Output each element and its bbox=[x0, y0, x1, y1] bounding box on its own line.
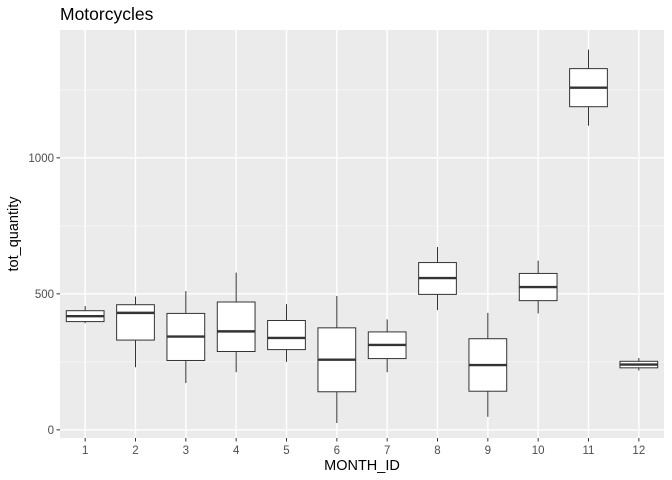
x-tick-label: 3 bbox=[183, 445, 189, 457]
x-tick-label: 6 bbox=[334, 445, 340, 457]
x-tick-label: 1 bbox=[82, 445, 88, 457]
y-tick-label: 500 bbox=[35, 289, 54, 301]
box-iqr bbox=[116, 304, 155, 341]
y-axis: 0 500 1000 bbox=[28, 153, 60, 437]
box-month-2 bbox=[116, 296, 155, 368]
box-month-10 bbox=[518, 260, 558, 314]
x-tick-label: 12 bbox=[632, 445, 645, 457]
box-month-11 bbox=[569, 49, 608, 126]
x-tick-label: 2 bbox=[132, 445, 138, 457]
chart-title: Motorcycles bbox=[60, 4, 154, 24]
x-tick-label: 9 bbox=[485, 445, 491, 457]
y-tick-label: 0 bbox=[48, 425, 54, 437]
box-month-9 bbox=[468, 312, 508, 417]
x-tick-label: 5 bbox=[283, 445, 289, 457]
x-tick-label: 4 bbox=[233, 445, 240, 457]
y-axis-title: tot_quantity bbox=[6, 196, 22, 272]
box-month-6 bbox=[317, 296, 357, 424]
x-tick-label: 11 bbox=[583, 445, 595, 457]
box-month-4 bbox=[216, 272, 256, 373]
x-tick-label: 8 bbox=[434, 445, 440, 457]
y-tick-label: 1000 bbox=[28, 153, 54, 165]
box-month-3 bbox=[166, 291, 206, 384]
x-axis-title: MONTH_ID bbox=[324, 458, 400, 474]
x-tick-label: 10 bbox=[532, 445, 545, 457]
box-month-5 bbox=[267, 304, 306, 362]
box-month-12 bbox=[619, 358, 659, 371]
x-axis: 1 2 3 4 5 6 7 8 9 10 11 12 bbox=[82, 438, 645, 457]
x-tick-label: 7 bbox=[384, 445, 390, 457]
box-iqr bbox=[267, 319, 306, 351]
box-iqr bbox=[216, 301, 256, 353]
box-month-1 bbox=[65, 306, 105, 324]
plot-panel bbox=[60, 30, 664, 438]
box-month-8 bbox=[418, 247, 457, 311]
grid-minor-lines bbox=[60, 89, 664, 363]
box-month-7 bbox=[367, 319, 407, 373]
box-series bbox=[65, 49, 659, 424]
